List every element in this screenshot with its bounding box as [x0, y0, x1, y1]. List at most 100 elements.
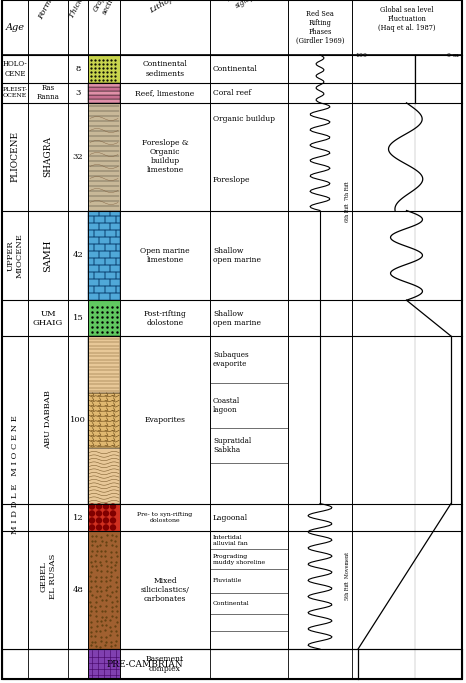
Text: Coral reef: Coral reef: [213, 89, 251, 97]
Bar: [68, 210, 88, 301]
Bar: [116, 258, 120, 265]
Bar: [88, 649, 120, 679]
Text: Continental
sediments: Continental sediments: [143, 60, 187, 78]
Bar: [68, 83, 88, 103]
Bar: [288, 210, 352, 301]
Bar: [110, 210, 120, 217]
Bar: [288, 503, 352, 531]
Bar: [210, 301, 288, 336]
Bar: [116, 230, 120, 237]
Bar: [28, 336, 68, 503]
Bar: [104, 273, 116, 279]
Bar: [352, 531, 462, 649]
Bar: [88, 258, 94, 265]
Bar: [88, 279, 99, 286]
Text: Subaques
evaporite: Subaques evaporite: [213, 351, 249, 368]
Bar: [28, 503, 68, 649]
Text: 100: 100: [70, 416, 86, 424]
Bar: [288, 55, 352, 83]
Bar: [104, 245, 116, 251]
Text: Thick. (m): Thick. (m): [67, 0, 93, 19]
Bar: [99, 279, 110, 286]
Bar: [94, 217, 104, 223]
Bar: [28, 55, 68, 83]
Text: Post-rifting
dolostone: Post-rifting dolostone: [144, 309, 186, 326]
Text: Ras
Ranna: Ras Ranna: [36, 84, 60, 102]
Bar: [210, 103, 288, 210]
Text: 12: 12: [73, 514, 83, 522]
Bar: [116, 286, 120, 293]
Text: Reef, limestone: Reef, limestone: [136, 89, 195, 97]
Bar: [68, 336, 88, 503]
Circle shape: [96, 518, 102, 523]
Bar: [120, 55, 210, 83]
Text: Intertidal
alluvial fan: Intertidal alluvial fan: [213, 535, 248, 546]
Bar: [94, 245, 104, 251]
Bar: [120, 103, 210, 210]
Text: Prograding
muddy shoreline: Prograding muddy shoreline: [213, 554, 265, 565]
Bar: [68, 55, 88, 83]
Bar: [288, 83, 352, 103]
Bar: [2, 210, 28, 301]
Circle shape: [110, 525, 116, 530]
Bar: [88, 230, 94, 237]
Bar: [88, 99, 120, 103]
Bar: [88, 265, 99, 273]
Bar: [88, 286, 94, 293]
Text: Foreslope: Foreslope: [213, 176, 251, 184]
Bar: [120, 503, 210, 531]
Bar: [352, 83, 462, 103]
Bar: [88, 448, 120, 503]
Text: Global sea level
Fluctuation
(Haq et al. 1987): Global sea level Fluctuation (Haq et al.…: [378, 6, 436, 33]
Bar: [116, 273, 120, 279]
Bar: [88, 336, 120, 393]
Bar: [94, 286, 104, 293]
Bar: [68, 103, 88, 210]
Circle shape: [89, 518, 95, 523]
Bar: [88, 95, 120, 99]
Bar: [104, 258, 116, 265]
Bar: [210, 336, 288, 503]
Bar: [104, 217, 116, 223]
Text: 8: 8: [75, 65, 81, 73]
Circle shape: [110, 511, 116, 516]
Bar: [99, 237, 110, 245]
Bar: [88, 55, 120, 83]
Bar: [88, 273, 94, 279]
Bar: [2, 301, 28, 649]
Bar: [88, 83, 120, 103]
Bar: [110, 237, 120, 245]
Bar: [2, 83, 28, 103]
Text: Pre- to syn-rifting
dolostone: Pre- to syn-rifting dolostone: [137, 512, 192, 523]
Text: Age: Age: [6, 23, 25, 32]
Bar: [2, 55, 28, 83]
Circle shape: [96, 504, 102, 509]
Bar: [210, 210, 288, 301]
Circle shape: [89, 525, 95, 530]
Bar: [2, 0, 462, 55]
Bar: [210, 531, 288, 649]
Bar: [88, 55, 120, 83]
Bar: [2, 503, 28, 531]
Bar: [352, 210, 462, 301]
Bar: [88, 531, 120, 649]
Bar: [2, 531, 28, 649]
Text: Foreslope &
Organic
buildup
limestone: Foreslope & Organic buildup limestone: [142, 139, 188, 174]
Bar: [94, 258, 104, 265]
Bar: [120, 336, 210, 503]
Bar: [68, 531, 88, 649]
Bar: [210, 531, 288, 649]
Bar: [2, 103, 28, 210]
Text: 0 m: 0 m: [447, 53, 459, 58]
Bar: [88, 336, 120, 503]
Text: 42: 42: [73, 251, 83, 260]
Bar: [210, 503, 288, 531]
Bar: [88, 336, 120, 503]
Bar: [88, 210, 120, 301]
Bar: [88, 83, 120, 87]
Bar: [88, 217, 94, 223]
Text: Continental: Continental: [213, 601, 250, 606]
Bar: [28, 301, 68, 336]
Text: 15: 15: [73, 314, 83, 322]
Circle shape: [89, 511, 95, 516]
